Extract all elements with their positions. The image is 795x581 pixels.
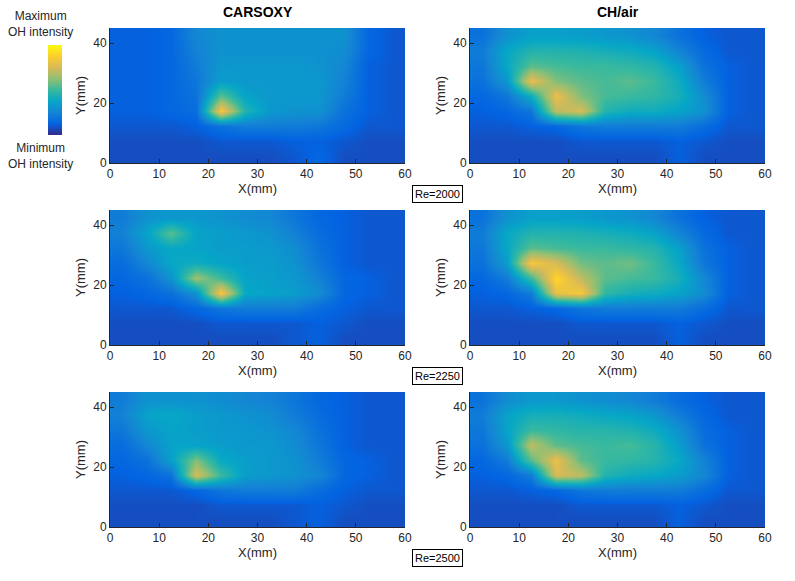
svg-text:20: 20 xyxy=(453,96,467,110)
svg-text:X(mm): X(mm) xyxy=(238,181,277,196)
svg-text:0: 0 xyxy=(467,531,474,545)
svg-text:Re=2250: Re=2250 xyxy=(415,370,460,382)
svg-text:Y(mm): Y(mm) xyxy=(433,76,448,115)
svg-text:10: 10 xyxy=(512,531,526,545)
svg-text:X(mm): X(mm) xyxy=(598,181,637,196)
svg-text:60: 60 xyxy=(758,167,772,181)
svg-text:30: 30 xyxy=(251,167,265,181)
svg-text:10: 10 xyxy=(152,167,166,181)
svg-text:40: 40 xyxy=(93,218,107,232)
svg-text:X(mm): X(mm) xyxy=(238,545,277,560)
svg-text:20: 20 xyxy=(202,531,216,545)
svg-text:20: 20 xyxy=(562,167,576,181)
svg-text:40: 40 xyxy=(93,400,107,414)
svg-text:60: 60 xyxy=(398,167,412,181)
svg-text:Y(mm): Y(mm) xyxy=(433,440,448,479)
svg-text:20: 20 xyxy=(453,278,467,292)
svg-text:0: 0 xyxy=(100,156,107,170)
svg-text:20: 20 xyxy=(202,167,216,181)
svg-text:40: 40 xyxy=(453,218,467,232)
svg-text:10: 10 xyxy=(152,349,166,363)
svg-text:20: 20 xyxy=(93,278,107,292)
svg-text:0: 0 xyxy=(100,520,107,534)
svg-text:Y(mm): Y(mm) xyxy=(73,76,88,115)
svg-text:40: 40 xyxy=(660,349,674,363)
svg-text:40: 40 xyxy=(300,531,314,545)
svg-text:0: 0 xyxy=(460,156,467,170)
svg-text:Y(mm): Y(mm) xyxy=(73,258,88,297)
svg-text:50: 50 xyxy=(709,349,723,363)
svg-text:0: 0 xyxy=(100,338,107,352)
svg-text:CH/air: CH/air xyxy=(597,4,639,20)
svg-text:40: 40 xyxy=(93,36,107,50)
svg-text:MaximumOH intensity: MaximumOH intensity xyxy=(8,9,73,39)
svg-text:CARSOXY: CARSOXY xyxy=(223,4,293,20)
svg-text:Re=2000: Re=2000 xyxy=(415,188,460,200)
svg-text:Re=2500: Re=2500 xyxy=(415,552,460,564)
svg-text:Y(mm): Y(mm) xyxy=(73,440,88,479)
svg-text:60: 60 xyxy=(398,531,412,545)
svg-text:50: 50 xyxy=(349,349,363,363)
svg-text:20: 20 xyxy=(93,460,107,474)
svg-text:20: 20 xyxy=(562,531,576,545)
svg-text:30: 30 xyxy=(251,531,265,545)
svg-text:X(mm): X(mm) xyxy=(598,545,637,560)
svg-text:30: 30 xyxy=(611,167,625,181)
svg-text:0: 0 xyxy=(107,531,114,545)
svg-text:10: 10 xyxy=(512,167,526,181)
svg-text:60: 60 xyxy=(398,349,412,363)
svg-text:40: 40 xyxy=(300,349,314,363)
svg-text:40: 40 xyxy=(453,400,467,414)
svg-text:40: 40 xyxy=(453,36,467,50)
svg-text:0: 0 xyxy=(467,167,474,181)
svg-text:0: 0 xyxy=(460,520,467,534)
svg-text:40: 40 xyxy=(660,531,674,545)
svg-text:50: 50 xyxy=(349,167,363,181)
svg-text:60: 60 xyxy=(758,531,772,545)
svg-text:0: 0 xyxy=(107,167,114,181)
svg-text:50: 50 xyxy=(349,531,363,545)
svg-text:10: 10 xyxy=(152,531,166,545)
svg-text:20: 20 xyxy=(562,349,576,363)
svg-text:MinimumOH intensity: MinimumOH intensity xyxy=(8,141,73,171)
svg-text:20: 20 xyxy=(202,349,216,363)
svg-text:20: 20 xyxy=(453,460,467,474)
svg-text:10: 10 xyxy=(512,349,526,363)
svg-text:50: 50 xyxy=(709,531,723,545)
svg-text:Y(mm): Y(mm) xyxy=(433,258,448,297)
svg-text:X(mm): X(mm) xyxy=(238,363,277,378)
svg-text:40: 40 xyxy=(660,167,674,181)
svg-text:X(mm): X(mm) xyxy=(598,363,637,378)
svg-text:20: 20 xyxy=(93,96,107,110)
svg-text:60: 60 xyxy=(758,349,772,363)
svg-text:0: 0 xyxy=(460,338,467,352)
svg-text:50: 50 xyxy=(709,167,723,181)
svg-text:30: 30 xyxy=(611,531,625,545)
svg-text:0: 0 xyxy=(107,349,114,363)
svg-text:30: 30 xyxy=(251,349,265,363)
svg-text:30: 30 xyxy=(611,349,625,363)
svg-text:0: 0 xyxy=(467,349,474,363)
svg-text:40: 40 xyxy=(300,167,314,181)
